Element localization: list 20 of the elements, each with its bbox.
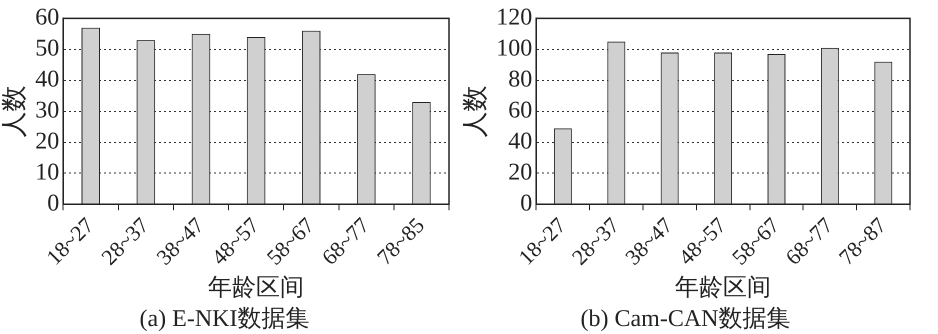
y-axis-title: 人数 bbox=[460, 85, 490, 138]
y-tick-label: 100 bbox=[496, 36, 532, 62]
y-tick-label: 30 bbox=[35, 98, 60, 124]
y-tick-label: 0 bbox=[520, 190, 532, 216]
y-tick-label: 20 bbox=[35, 128, 60, 155]
y-tick-label: 40 bbox=[508, 128, 532, 155]
y-tick-label: 10 bbox=[35, 160, 60, 186]
y-tick-label: 0 bbox=[47, 190, 60, 216]
text: (a) E-NKI数据集 bbox=[140, 306, 310, 332]
text: (b) Cam-CAN数据集 bbox=[580, 306, 790, 332]
y-tick-label: 60 bbox=[35, 4, 60, 31]
x-axis-title: 年龄区间 bbox=[208, 275, 304, 302]
y-tick-label: 80 bbox=[508, 66, 532, 93]
y-tick-label: 40 bbox=[35, 66, 60, 93]
y-tick-label: 50 bbox=[35, 36, 60, 62]
y-tick-label: 60 bbox=[508, 98, 532, 124]
y-tick-label: 120 bbox=[496, 4, 532, 31]
y-axis-title: 人数 bbox=[0, 85, 28, 138]
y-tick-label: 20 bbox=[508, 160, 532, 186]
x-axis-title: 年龄区间 bbox=[675, 275, 772, 302]
